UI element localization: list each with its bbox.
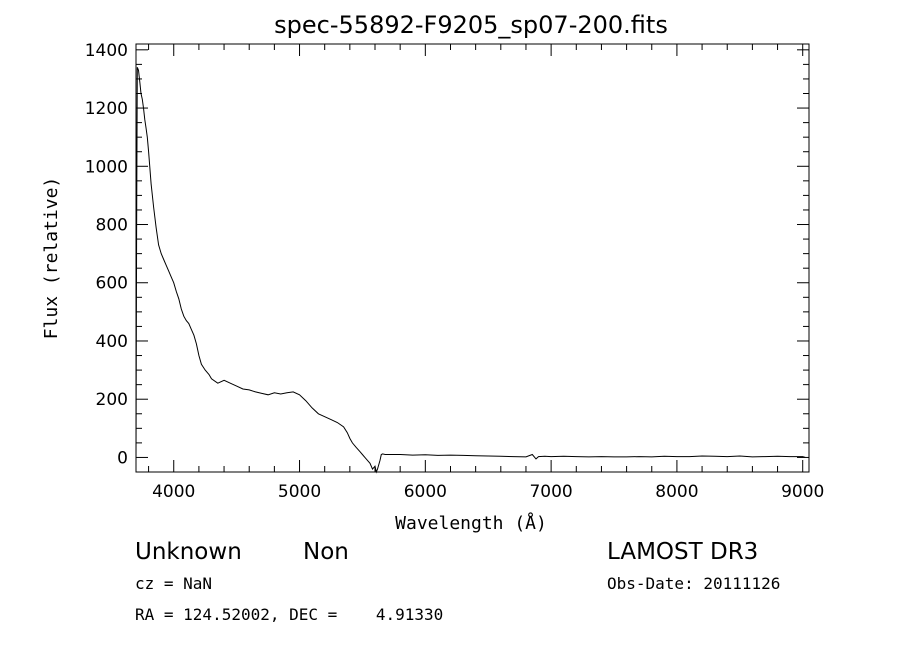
x-axis-label: Wavelength (Å) xyxy=(395,512,547,534)
survey-name: LAMOST DR3 xyxy=(607,539,758,565)
redshift-cz: cz = NaN xyxy=(135,574,212,593)
x-axis-ticks: 4000 5000 6000 7000 8000 9000 xyxy=(148,44,824,502)
y-tick-label: 400 xyxy=(96,332,128,352)
x-tick-label: 7000 xyxy=(529,482,572,502)
x-tick-label: 6000 xyxy=(404,482,447,502)
y-tick-label: 0 xyxy=(117,448,128,468)
y-tick-label: 1200 xyxy=(85,99,128,119)
y-tick-label: 200 xyxy=(96,390,128,410)
chart-title: spec-55892-F9205_sp07-200.fits xyxy=(274,11,668,39)
coordinates: RA = 124.52002, DEC = 4.91330 xyxy=(135,605,443,624)
x-tick-label: 4000 xyxy=(152,482,195,502)
x-tick-label: 9000 xyxy=(781,482,824,502)
obs-date: Obs-Date: 20111126 xyxy=(607,574,780,593)
spectrum-line xyxy=(135,67,806,474)
x-tick-label: 5000 xyxy=(278,482,321,502)
x-tick-label: 8000 xyxy=(655,482,698,502)
y-axis-label: Flux (relative) xyxy=(41,177,62,340)
y-tick-label: 800 xyxy=(96,216,128,236)
object-class: Unknown xyxy=(135,539,242,565)
plot-frame xyxy=(135,43,810,473)
y-axis-ticks: 0 200 400 600 800 1000 1200 1400 xyxy=(85,41,809,468)
y-tick-label: 600 xyxy=(96,274,128,294)
y-tick-label: 1400 xyxy=(85,41,128,61)
y-tick-label: 1000 xyxy=(85,157,128,177)
object-subclass: Non xyxy=(303,539,349,565)
